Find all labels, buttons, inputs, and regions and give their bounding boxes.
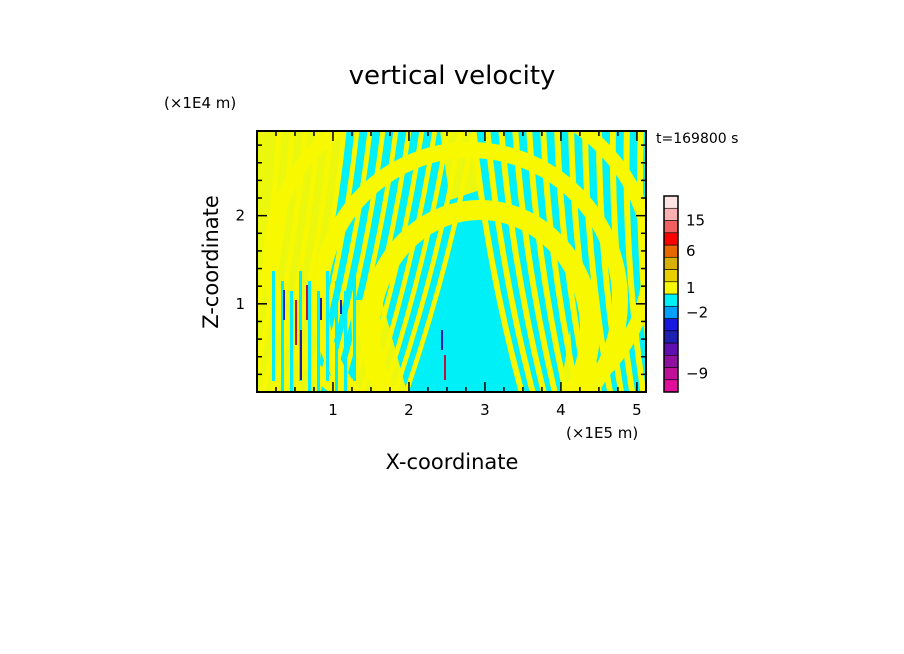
colorbar-labels: −9 −2 1 6 15 [686,212,708,383]
colorbar-level [663,256,679,270]
colorbar [663,195,679,393]
wave-band-right [554,131,591,392]
colorbar-level [663,367,679,381]
y-axis-label: Z-coordinate [199,195,223,329]
strong-velocity-cell [441,330,443,350]
wave-band-left [315,131,373,392]
positive-patch [350,300,380,392]
colorbar-level [663,318,679,332]
colorbar-level [663,220,679,234]
strong-cells [283,285,446,380]
negative-streak [317,291,320,392]
strong-velocity-cell [444,355,446,380]
time-label: t=169800 s [656,131,738,147]
y-tick-label: 2 [235,207,245,225]
colorbar-tick-label: −9 [686,365,708,383]
colorbar-level [663,195,679,209]
wave-band-left [337,131,399,392]
wave-band-left [304,131,360,392]
positive-patch [440,131,480,200]
wave-band-right [498,131,547,392]
wave-band-right [609,131,636,392]
colorbar-level [663,330,679,344]
colorbar-tick-label: −2 [686,303,708,321]
strong-velocity-cell [295,300,297,345]
negative-streak [344,291,347,392]
wave-band-left [293,131,347,392]
negative-streak [326,271,329,381]
wave-band-right [470,131,525,392]
negative-streak [308,281,311,391]
colorbar-level [663,281,679,295]
negative-streak [281,281,284,391]
positive-bands [257,131,646,392]
wave-band-right [596,131,625,392]
wave-band-right [526,131,569,392]
x-tick-label: 1 [328,401,338,419]
colorbar-level [663,305,679,319]
y-scale-label: (×1E4 m) [164,94,236,112]
colorbar-tick-label: 1 [686,279,696,297]
strong-velocity-cell [320,298,322,320]
strong-velocity-cell [300,330,302,380]
colorbar-level [663,244,679,258]
colorbar-level [663,207,679,221]
y-tick-label: 1 [235,295,245,313]
negative-streak [299,271,302,381]
velocity-field [257,131,646,392]
axis-ticks [257,131,646,392]
x-tick-label: 5 [632,401,642,419]
negative-streak [353,271,356,381]
x-axis-label: X-coordinate [386,450,519,474]
x-tick-label: 3 [480,401,490,419]
wave-band-right [512,131,558,392]
negative-streak [290,291,293,392]
wave-band-right [540,131,580,392]
colorbar-level [663,379,679,393]
negative-streak [335,281,338,391]
strong-velocity-cell [340,300,342,314]
positive-patch [560,330,575,392]
axis-tick-labels: 1 2 3 4 5 1 2 [235,207,641,419]
strong-velocity-cell [283,290,285,320]
colorbar-tick-label: 15 [686,212,705,230]
x-scale-label: (×1E5 m) [566,424,638,442]
colorbar-level [663,354,679,368]
colorbar-level [663,269,679,283]
colorbar-tick-label: 6 [686,242,696,260]
wave-band-right [484,131,536,392]
wave-band-left [326,131,386,392]
wave-band-right [582,131,614,392]
colorbar-level [663,293,679,307]
plot-frame [256,130,647,393]
positive-patch [377,301,407,392]
chart-title: vertical velocity [349,61,556,91]
strong-velocity-cell [306,285,308,320]
colorbar-frame [663,195,679,393]
x-tick-label: 2 [404,401,414,419]
positive-patch [257,131,342,392]
colorbar-level [663,342,679,356]
negative-streak [272,271,275,381]
colorbar-level [663,232,679,246]
x-tick-label: 4 [556,401,566,419]
